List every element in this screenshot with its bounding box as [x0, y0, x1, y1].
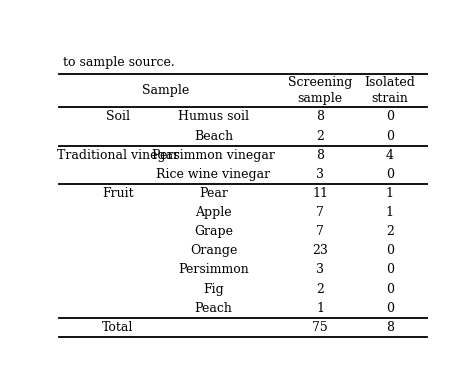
Text: Isolated
strain: Isolated strain [365, 76, 415, 105]
Text: 3: 3 [316, 263, 324, 276]
Text: 0: 0 [386, 301, 394, 315]
Text: to sample source.: to sample source. [63, 56, 175, 69]
Text: Sample: Sample [142, 84, 190, 97]
Text: 2: 2 [316, 130, 324, 143]
Text: 75: 75 [312, 321, 328, 334]
Text: 8: 8 [316, 111, 324, 123]
Text: Peach: Peach [195, 301, 232, 315]
Text: Humus soil: Humus soil [178, 111, 249, 123]
Text: Fig: Fig [203, 283, 224, 296]
Text: Persimmon vinegar: Persimmon vinegar [152, 149, 275, 162]
Text: Rice wine vinegar: Rice wine vinegar [156, 168, 271, 181]
Text: 8: 8 [316, 149, 324, 162]
Text: 1: 1 [386, 187, 394, 200]
Text: 23: 23 [312, 244, 328, 257]
Text: Beach: Beach [194, 130, 233, 143]
Text: Grape: Grape [194, 225, 233, 238]
Text: Orange: Orange [190, 244, 237, 257]
Text: 7: 7 [316, 206, 324, 219]
Text: 4: 4 [386, 149, 394, 162]
Text: 3: 3 [316, 168, 324, 181]
Text: 11: 11 [312, 187, 328, 200]
Text: 2: 2 [316, 283, 324, 296]
Text: 1: 1 [316, 301, 324, 315]
Text: 2: 2 [386, 225, 394, 238]
Text: Soil: Soil [106, 111, 130, 123]
Text: 0: 0 [386, 263, 394, 276]
Text: Fruit: Fruit [102, 187, 134, 200]
Text: Persimmon: Persimmon [178, 263, 249, 276]
Text: 0: 0 [386, 130, 394, 143]
Text: 8: 8 [386, 321, 394, 334]
Text: Pear: Pear [199, 187, 228, 200]
Text: Total: Total [102, 321, 134, 334]
Text: 0: 0 [386, 111, 394, 123]
Text: Screening
sample: Screening sample [288, 76, 352, 105]
Text: 0: 0 [386, 283, 394, 296]
Text: 0: 0 [386, 168, 394, 181]
Text: 7: 7 [316, 225, 324, 238]
Text: Apple: Apple [195, 206, 232, 219]
Text: Traditional vinegar: Traditional vinegar [57, 149, 179, 162]
Text: 0: 0 [386, 244, 394, 257]
Text: 1: 1 [386, 206, 394, 219]
